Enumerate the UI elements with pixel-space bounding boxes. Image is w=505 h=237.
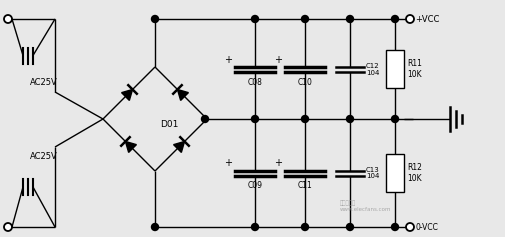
Text: C10: C10 bbox=[297, 77, 313, 87]
Text: 0-VCC: 0-VCC bbox=[415, 223, 438, 232]
Polygon shape bbox=[122, 89, 132, 100]
Circle shape bbox=[152, 15, 159, 23]
Text: +: + bbox=[224, 159, 232, 169]
Text: +: + bbox=[224, 55, 232, 64]
Polygon shape bbox=[174, 141, 184, 152]
Text: C08: C08 bbox=[247, 77, 263, 87]
Circle shape bbox=[391, 115, 398, 123]
Text: +VCC: +VCC bbox=[415, 14, 439, 23]
Polygon shape bbox=[177, 89, 188, 100]
Circle shape bbox=[152, 223, 159, 231]
Text: +: + bbox=[274, 159, 282, 169]
Circle shape bbox=[301, 15, 309, 23]
Text: C13
104: C13 104 bbox=[366, 167, 380, 179]
Circle shape bbox=[301, 223, 309, 231]
Circle shape bbox=[406, 15, 414, 23]
Circle shape bbox=[251, 15, 259, 23]
Circle shape bbox=[391, 15, 398, 23]
Circle shape bbox=[4, 15, 12, 23]
Circle shape bbox=[301, 115, 309, 123]
Text: D01: D01 bbox=[160, 119, 178, 128]
Circle shape bbox=[406, 223, 414, 231]
Circle shape bbox=[251, 223, 259, 231]
Polygon shape bbox=[125, 141, 136, 152]
Text: AC25V: AC25V bbox=[30, 78, 58, 87]
Bar bbox=[386, 154, 404, 192]
Circle shape bbox=[346, 223, 353, 231]
Text: 電子發燒友
www.elecfans.com: 電子發燒友 www.elecfans.com bbox=[340, 201, 391, 212]
Text: C09: C09 bbox=[247, 182, 263, 191]
Circle shape bbox=[346, 115, 353, 123]
Circle shape bbox=[251, 115, 259, 123]
Circle shape bbox=[346, 15, 353, 23]
Circle shape bbox=[391, 223, 398, 231]
Text: R12
10K: R12 10K bbox=[407, 163, 422, 183]
Bar bbox=[386, 50, 404, 88]
Text: C12
104: C12 104 bbox=[366, 63, 380, 76]
Text: +: + bbox=[274, 55, 282, 64]
Text: R11
10K: R11 10K bbox=[407, 59, 422, 79]
Text: C11: C11 bbox=[297, 182, 313, 191]
Circle shape bbox=[4, 223, 12, 231]
Circle shape bbox=[201, 115, 209, 123]
Text: AC25V: AC25V bbox=[30, 152, 58, 161]
